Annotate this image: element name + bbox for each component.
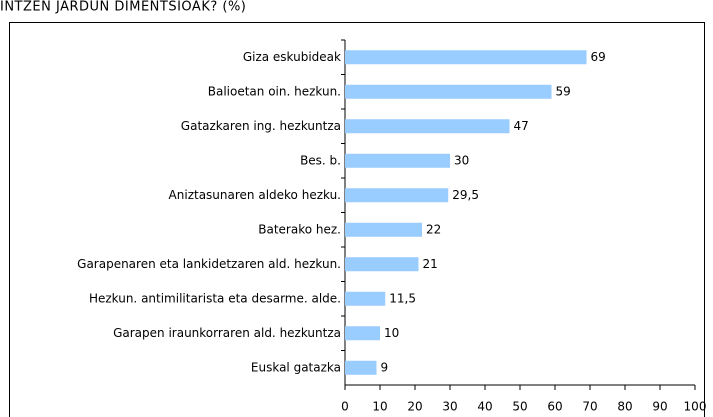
x-tick-label: 50 [512,400,527,414]
y-tick-label: Balioetan oin. hezkun. [208,84,341,98]
value-label: 10 [384,326,399,340]
value-label: 30 [454,153,469,167]
y-tick-label: Giza eskubideak [243,50,341,64]
bar [345,326,380,341]
value-label: 47 [514,119,529,133]
chart-title: INTZEN JARDUN DIMENTSIOAK? (%) [0,0,246,15]
bar [345,291,386,306]
value-label: 21 [423,257,438,271]
chart-frame [9,22,705,417]
value-label: 29,5 [452,188,479,202]
y-tick-label: Garapenaren eta lankidetzaren ald. hezku… [77,257,341,271]
y-tick-label: Baterako hez. [258,222,341,236]
bar [345,84,552,99]
bar [345,50,587,65]
x-tick-label: 80 [617,400,632,414]
bar [345,257,419,272]
x-tick-label: 40 [477,400,492,414]
x-tick-label: 10 [372,400,387,414]
y-tick-label: Hezkun. antimilitarista eta desarme. ald… [89,291,341,305]
x-tick-label: 60 [547,400,562,414]
y-tick-label: Gatazkaren ing. hezkuntza [181,119,341,133]
bar [345,222,422,237]
value-label: 11,5 [389,291,416,305]
bar [345,153,450,168]
bar [345,188,449,203]
value-label: 9 [381,360,389,374]
x-tick-label: 70 [582,400,597,414]
bar [345,360,377,375]
x-tick-label: 0 [341,400,349,414]
x-tick-label: 30 [442,400,457,414]
y-tick-label: Aniztasunaren aldeko hezku. [169,188,341,202]
x-tick-label: 100 [684,400,707,414]
value-label: 69 [591,50,606,64]
value-label: 22 [426,222,441,236]
value-label: 59 [556,84,571,98]
bar [345,119,510,134]
y-tick-label: Garapen iraunkorraren ald. hezkuntza [113,326,341,340]
x-tick-label: 90 [652,400,667,414]
x-tick-label: 20 [407,400,422,414]
y-tick-label: Bes. b. [300,153,341,167]
y-tick-label: Euskal gatazka [251,360,341,374]
